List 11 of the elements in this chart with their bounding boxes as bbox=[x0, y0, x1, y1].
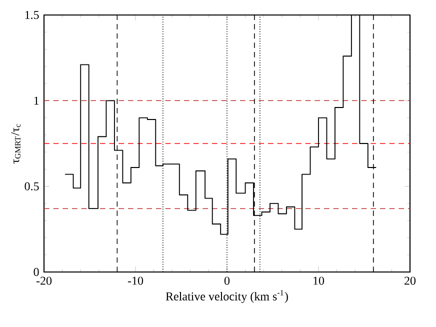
x-tick-label: -20 bbox=[36, 276, 52, 285]
y-tick-label: 1 bbox=[34, 96, 39, 105]
y-tick-label: 0 bbox=[34, 268, 39, 276]
x-tick-label: -10 bbox=[128, 276, 144, 285]
x-tick-label: 10 bbox=[314, 276, 324, 285]
x-tick-label: 0 bbox=[224, 276, 230, 285]
x-tick-label: 20 bbox=[404, 276, 416, 285]
y-axis-title: τ$_{GMRT}$/τ$_{c}$ bbox=[11, 124, 20, 164]
y-tick-label: 1.5 bbox=[25, 10, 39, 20]
x-axis-title: Relative velocity (km s$^{-1}$) bbox=[166, 290, 288, 303]
y-tick-label: 0.5 bbox=[24, 182, 39, 190]
